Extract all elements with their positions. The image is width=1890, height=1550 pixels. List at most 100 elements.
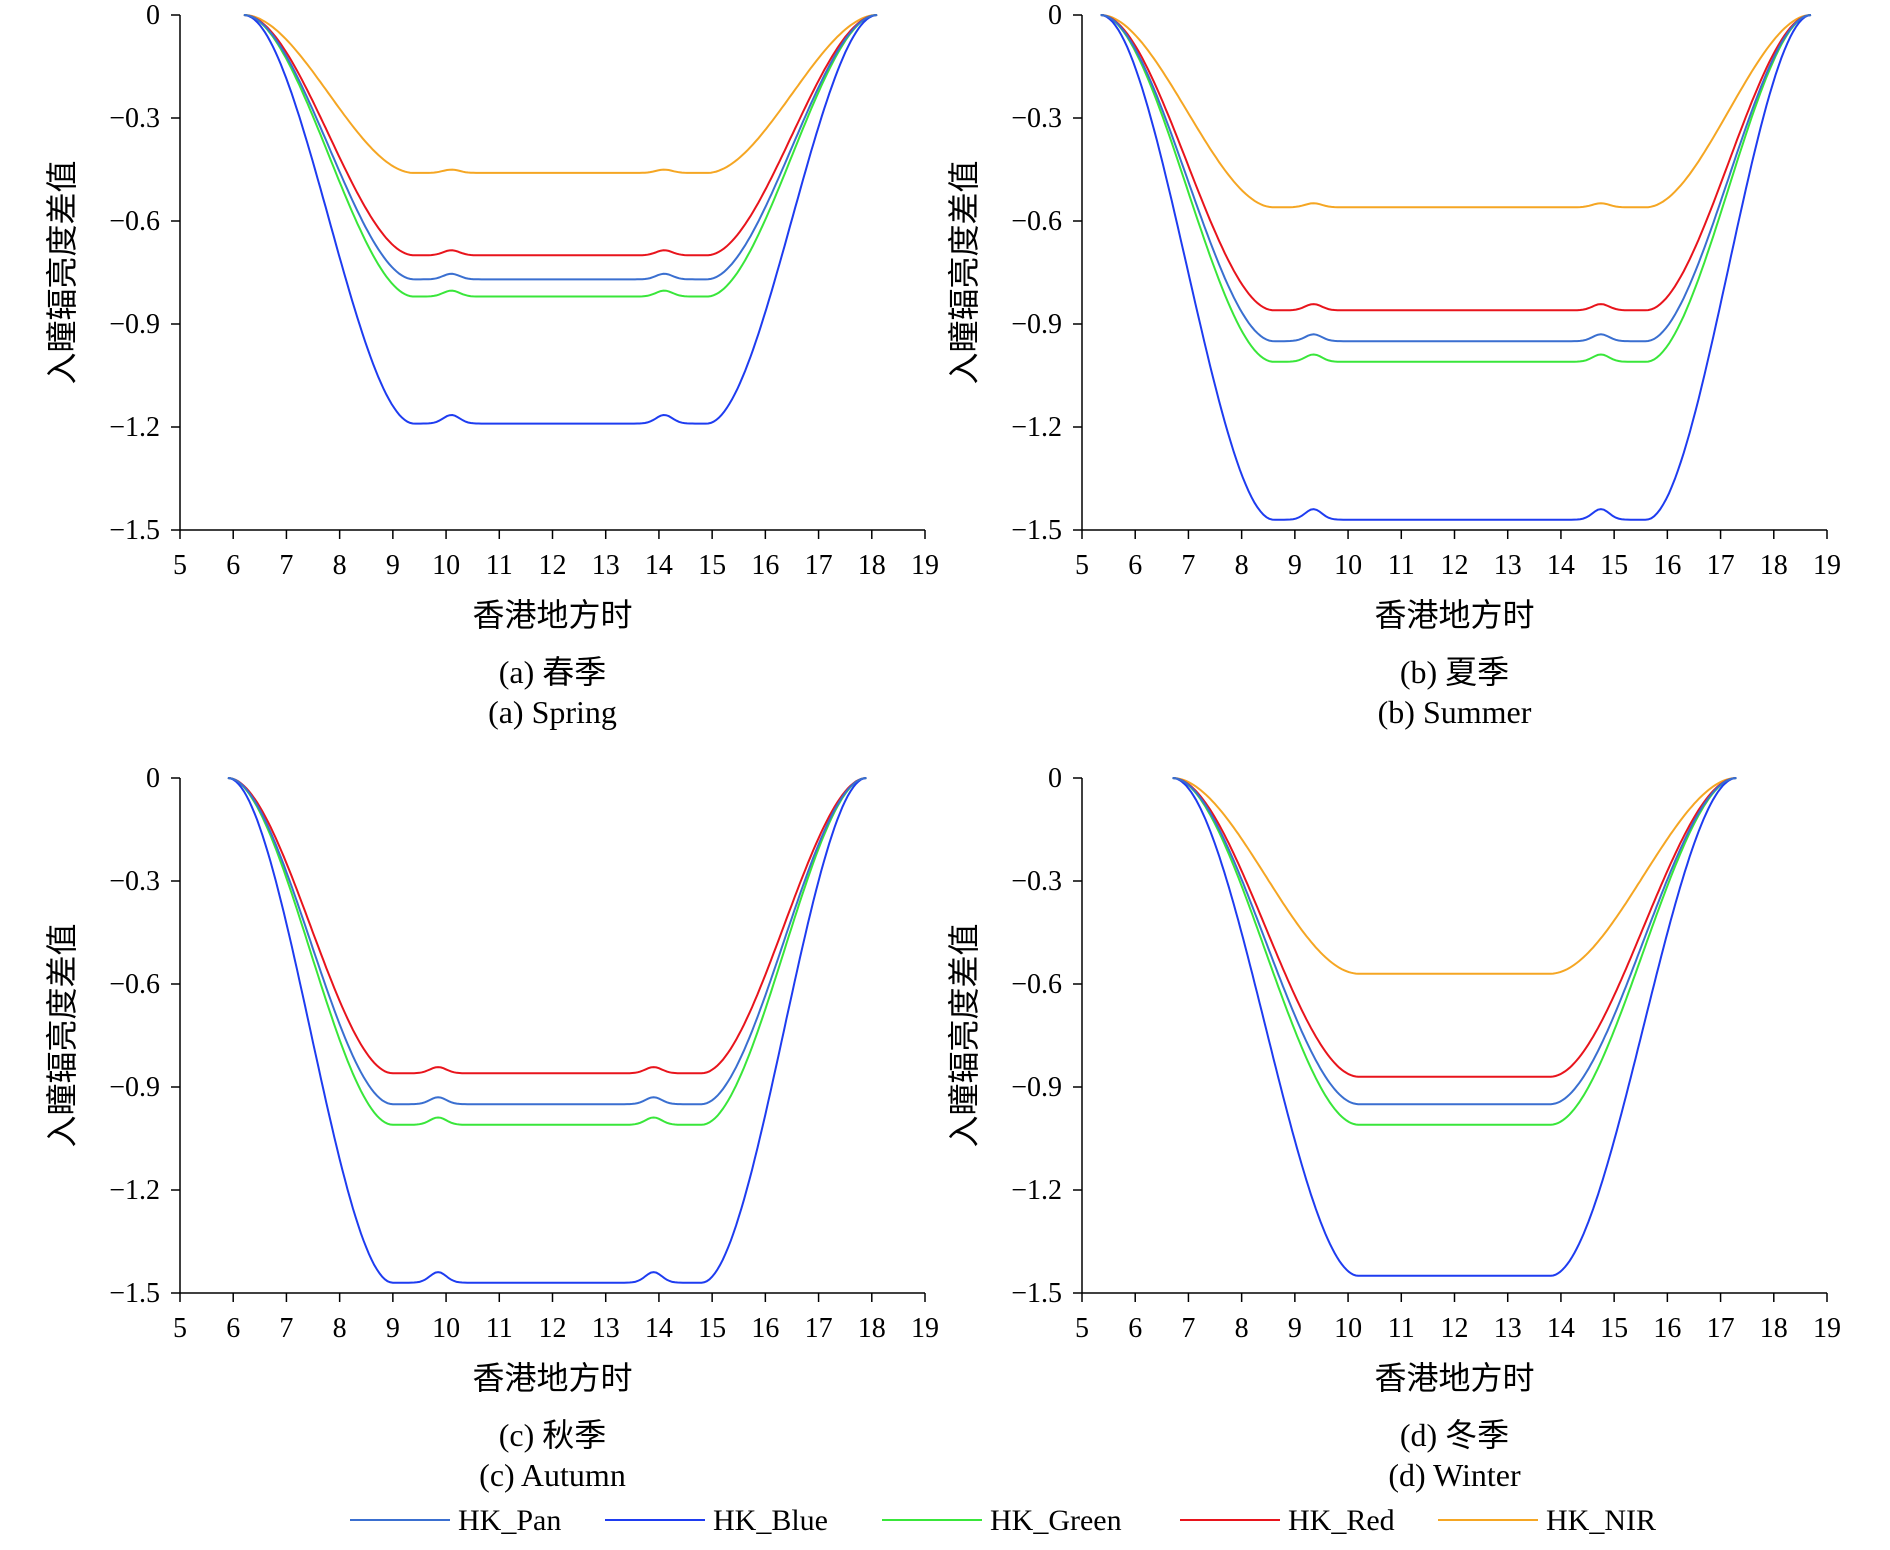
- series-line-hk-pan: [243, 14, 878, 281]
- panel-caption-en: (a) Spring: [488, 694, 617, 730]
- legend-label: HK_NIR: [1546, 1504, 1656, 1537]
- x-tick-label: 17: [1707, 550, 1735, 581]
- x-tick-label: 10: [432, 550, 460, 581]
- x-tick-label: 16: [751, 550, 779, 581]
- panel-caption-en: (b) Summer: [1378, 694, 1532, 730]
- x-tick-label: 19: [911, 1313, 939, 1344]
- x-tick-label: 12: [1441, 1313, 1469, 1344]
- y-tick-label: −0.3: [1011, 866, 1062, 897]
- x-tick-label: 15: [1600, 1313, 1628, 1344]
- x-tick-label: 5: [173, 550, 187, 581]
- x-tick-label: 11: [486, 1313, 513, 1344]
- y-tick-label: −1.2: [109, 412, 160, 443]
- x-tick-label: 13: [1494, 1313, 1522, 1344]
- y-axis-title: 入瞳辐亮度差值: [44, 923, 80, 1147]
- y-tick-label: −0.3: [1011, 103, 1062, 134]
- panel-caption-cn: (b) 夏季: [1400, 654, 1509, 690]
- x-tick-label: 16: [1653, 550, 1681, 581]
- y-tick-label: −1.5: [1011, 515, 1062, 546]
- x-tick-label: 15: [698, 1313, 726, 1344]
- x-tick-label: 5: [173, 1313, 187, 1344]
- x-tick-label: 17: [1707, 1313, 1735, 1344]
- legend-label: HK_Pan: [458, 1504, 561, 1537]
- y-tick-label: 0: [146, 0, 160, 31]
- x-tick-label: 12: [539, 1313, 567, 1344]
- y-tick-label: −0.6: [109, 969, 160, 1000]
- x-axis-title: 香港地方时: [1374, 597, 1534, 633]
- chart-panel-1: 0 −0.3 −0.6 −0.9 −1.2 −1.5 5 6 7 8 9 10 11 12 13 14 15 16…: [44, 0, 939, 730]
- legend: HK_Pan HK_Blue HK_Green HK_Red HK_NIR: [350, 1504, 1656, 1537]
- series-line-hk-nir: [1100, 14, 1812, 209]
- x-tick-label: 17: [805, 1313, 833, 1344]
- x-tick-label: 10: [1334, 1313, 1362, 1344]
- y-tick-label: −0.6: [1011, 206, 1062, 237]
- x-tick-label: 7: [1181, 1313, 1195, 1344]
- x-tick-label: 8: [1235, 550, 1249, 581]
- series-line-hk-blue: [227, 777, 867, 1284]
- y-tick-label: −0.9: [109, 309, 160, 340]
- chart-panel-3: 0 −0.3 −0.6 −0.9 −1.2 −1.5 5 6 7 8 9 10 11 12 13 14 15 16…: [44, 763, 939, 1493]
- x-tick-label: 15: [698, 550, 726, 581]
- series-line-hk-green: [1100, 14, 1812, 363]
- x-tick-label: 8: [333, 1313, 347, 1344]
- x-tick-label: 18: [858, 1313, 886, 1344]
- series-line-hk-green: [243, 14, 878, 298]
- x-tick-label: 7: [279, 1313, 293, 1344]
- series-line-hk-red: [243, 14, 878, 257]
- x-tick-label: 14: [1547, 550, 1575, 581]
- y-tick-label: −0.6: [109, 206, 160, 237]
- legend-label: HK_Red: [1288, 1504, 1395, 1537]
- x-tick-label: 14: [645, 550, 673, 581]
- x-tick-label: 14: [645, 1313, 673, 1344]
- x-tick-label: 9: [386, 1313, 400, 1344]
- x-tick-label: 15: [1600, 550, 1628, 581]
- series-line-hk-green: [1172, 777, 1737, 1126]
- x-tick-label: 12: [1441, 550, 1469, 581]
- panel-caption-cn: (c) 秋季: [499, 1417, 607, 1453]
- x-tick-label: 6: [226, 550, 240, 581]
- x-tick-label: 13: [1494, 550, 1522, 581]
- y-tick-label: −1.5: [109, 515, 160, 546]
- x-tick-label: 14: [1547, 1313, 1575, 1344]
- panel-caption-cn: (d) 冬季: [1400, 1417, 1509, 1453]
- x-tick-label: 10: [432, 1313, 460, 1344]
- panel-caption-en: (c) Autumn: [479, 1457, 626, 1493]
- y-tick-label: 0: [146, 763, 160, 794]
- x-tick-label: 12: [539, 550, 567, 581]
- x-tick-label: 7: [279, 550, 293, 581]
- x-tick-label: 10: [1334, 550, 1362, 581]
- series-line-hk-blue: [243, 14, 878, 425]
- y-tick-label: −1.2: [1011, 1175, 1062, 1206]
- x-tick-label: 8: [333, 550, 347, 581]
- series-line-hk-green: [227, 777, 867, 1126]
- y-tick-label: −1.5: [109, 1278, 160, 1309]
- series-line-hk-pan: [227, 777, 867, 1106]
- chart-panel-2: 0 −0.3 −0.6 −0.9 −1.2 −1.5 5 6 7 8 9 10 11 12 13 14 15 16…: [946, 0, 1841, 730]
- y-tick-label: 0: [1048, 763, 1062, 794]
- legend-label: HK_Green: [990, 1504, 1122, 1537]
- panel-caption-cn: (a) 春季: [499, 654, 607, 690]
- x-tick-label: 9: [386, 550, 400, 581]
- y-tick-label: −0.3: [109, 866, 160, 897]
- y-tick-label: −0.9: [1011, 309, 1062, 340]
- y-tick-label: −1.5: [1011, 1278, 1062, 1309]
- series-line-hk-blue: [1172, 777, 1737, 1277]
- x-axis-title: 香港地方时: [472, 1360, 632, 1396]
- x-tick-label: 7: [1181, 550, 1195, 581]
- y-axis-title: 入瞳辐亮度差值: [946, 160, 982, 384]
- series-line-hk-red: [1172, 777, 1737, 1078]
- x-axis-title: 香港地方时: [472, 597, 632, 633]
- x-tick-label: 18: [1760, 1313, 1788, 1344]
- y-axis-title: 入瞳辐亮度差值: [946, 923, 982, 1147]
- x-tick-label: 11: [1388, 550, 1415, 581]
- x-tick-label: 11: [1388, 1313, 1415, 1344]
- series-line-hk-red: [227, 777, 867, 1075]
- legend-label: HK_Blue: [713, 1504, 828, 1537]
- x-tick-label: 16: [1653, 1313, 1681, 1344]
- x-tick-label: 18: [1760, 550, 1788, 581]
- series-line-hk-red: [1100, 14, 1812, 312]
- x-tick-label: 8: [1235, 1313, 1249, 1344]
- x-tick-label: 16: [751, 1313, 779, 1344]
- x-tick-label: 19: [1813, 550, 1841, 581]
